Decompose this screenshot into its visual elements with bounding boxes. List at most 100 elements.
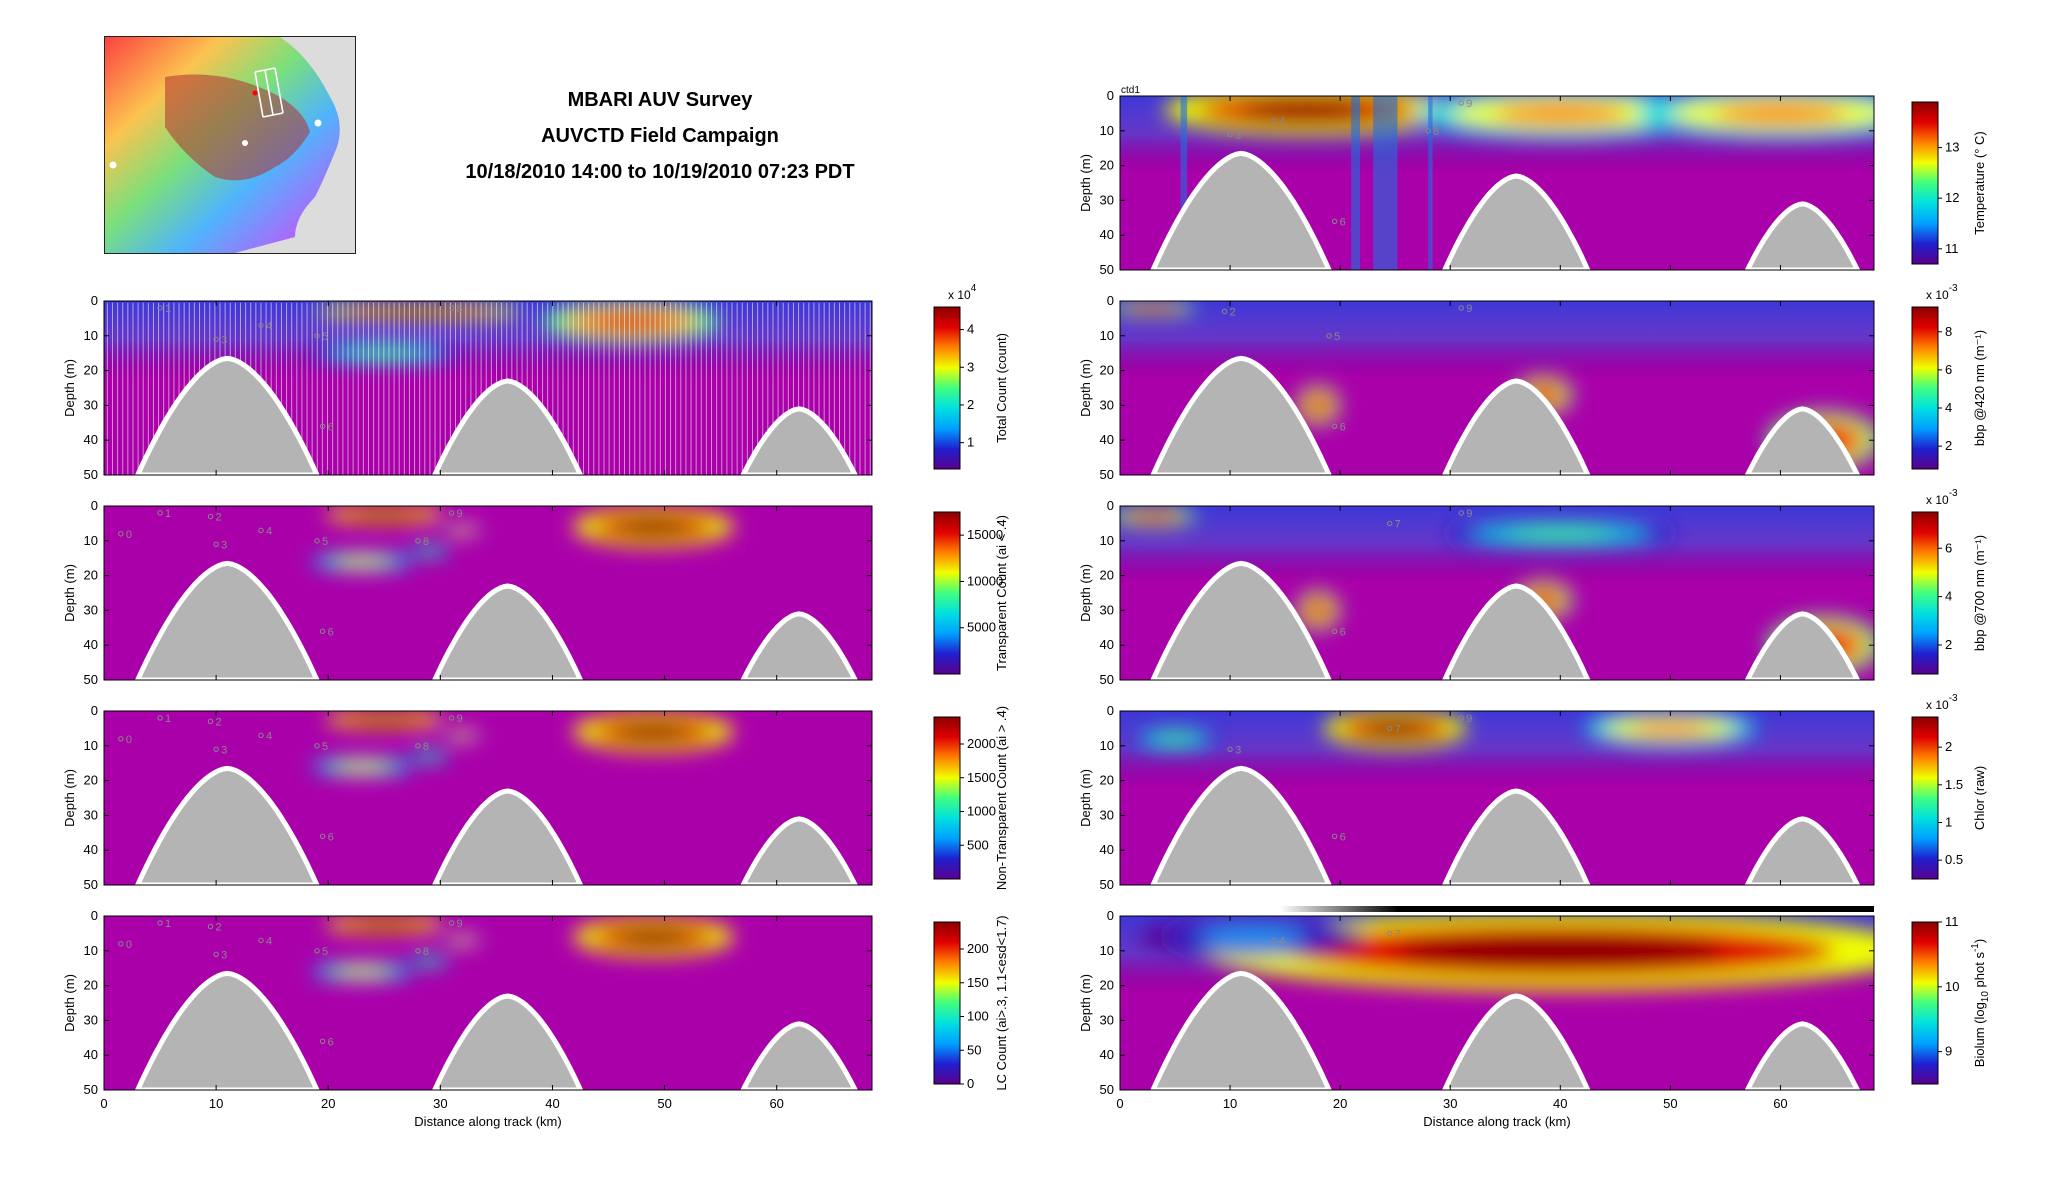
- waypoint-label: 3: [221, 744, 227, 756]
- waypoint-marker: [213, 541, 219, 547]
- y-tick-label: 40: [84, 432, 98, 447]
- temperature-band: [1180, 96, 1188, 270]
- colorbar-tick-label: 2000: [967, 736, 996, 751]
- y-tick-label: 50: [1100, 467, 1114, 482]
- plot-area: [1120, 96, 1874, 270]
- waypoint-label: 9: [1466, 508, 1472, 520]
- colorbar-tick-label: 2: [967, 397, 974, 412]
- colorbar-tick-label: 13: [1945, 140, 1959, 155]
- plot-frame: [103, 505, 873, 681]
- colorbar-tick-label: 1.5: [1945, 777, 1963, 792]
- waypoint-label: 7: [1395, 928, 1401, 940]
- panel-temperature: 3 4 6 8 9 0 10 20 30 40 50 Depth (m) ctd1 11 12 13 Tempe…: [1078, 85, 1987, 277]
- waypoint-marker: [157, 715, 163, 721]
- plot-frame: [1119, 95, 1875, 271]
- waypoint-label: 3: [221, 334, 227, 346]
- colorbar-label: Non-Transparent Count (ai > .4): [994, 706, 1009, 890]
- waypoint-marker: [1221, 308, 1228, 315]
- y-tick-label: 30: [84, 807, 98, 822]
- plot-area: [104, 506, 872, 680]
- waypoint-marker: [319, 628, 326, 634]
- waypoint-label: 6: [328, 831, 334, 843]
- waypoint-label: 8: [423, 536, 429, 548]
- colorbar-tick-label: 0: [967, 1076, 974, 1091]
- feature-core: [1199, 928, 1305, 946]
- seafloor-hill: [432, 788, 583, 885]
- y-tick-label: 30: [1100, 1012, 1114, 1027]
- waypoint-marker: [448, 715, 455, 721]
- waypoint-label: 2: [216, 921, 222, 933]
- y-tick-label: 0: [1107, 293, 1114, 308]
- feature-core: [590, 313, 672, 331]
- waypoint-label: 4: [266, 320, 272, 332]
- waypoint-marker: [258, 732, 264, 739]
- y-axis-label: Depth (m): [1078, 564, 1093, 622]
- colorbar-tick-label: 3: [967, 359, 974, 374]
- colorbar-tick-label: 2: [1945, 739, 1952, 754]
- colorbar-tick-label: 15000: [967, 527, 1003, 542]
- seafloor-hill: [1744, 406, 1860, 475]
- y-tick-label: 40: [84, 1047, 98, 1062]
- feature-core: [357, 715, 412, 724]
- seafloor-hill: [1744, 1021, 1860, 1090]
- feature-core: [1133, 512, 1173, 521]
- waypoint-label: 0: [126, 734, 132, 746]
- y-tick-label: 10: [84, 328, 98, 343]
- waypoint-marker: [157, 920, 163, 926]
- y-tick-label: 20: [84, 773, 98, 788]
- y-axis-label: Depth (m): [1078, 974, 1093, 1032]
- panel-label: ctd1: [1121, 85, 1140, 96]
- colorbar: [1911, 511, 1939, 675]
- y-axis-label: Depth (m): [62, 769, 77, 827]
- y-axis-label: Depth (m): [62, 564, 77, 622]
- colorbar: [1911, 306, 1939, 470]
- y-axis-label: Depth (m): [1078, 769, 1093, 827]
- waypoint-label: 9: [457, 713, 463, 725]
- waypoint-marker: [319, 1038, 326, 1044]
- location-map: [104, 36, 356, 254]
- feature-core: [419, 958, 440, 964]
- plot-area: [104, 301, 872, 475]
- y-tick-label: 20: [1100, 978, 1114, 993]
- colorbar-label: Biolum (log10 phot s-1): [1970, 939, 1991, 1067]
- waypoint-marker: [207, 513, 214, 520]
- colorbar-tick-label: 1500: [967, 770, 996, 785]
- y-tick-label: 20: [1100, 363, 1114, 378]
- colorbar-tick-label: 11: [1945, 914, 1959, 929]
- feature-core: [1155, 734, 1195, 744]
- waypoint-marker: [1458, 305, 1464, 311]
- x-tick-label: 40: [1553, 1096, 1567, 1111]
- seafloor-hill: [432, 583, 583, 680]
- x-tick-label: 0: [1116, 1096, 1123, 1111]
- y-tick-label: 50: [1100, 262, 1114, 277]
- waypoint-marker: [1425, 128, 1431, 134]
- colorbar-tick-label: 11: [1945, 241, 1959, 256]
- waypoint-marker: [448, 920, 455, 926]
- waypoint-label: 6: [1340, 626, 1346, 638]
- waypoint-label: 4: [266, 935, 272, 947]
- colorbar: [933, 306, 961, 470]
- x-axis-label: Distance along track (km): [1423, 1114, 1570, 1129]
- y-tick-label: 0: [91, 498, 98, 513]
- colorbar-tick-label: 8: [1945, 324, 1952, 339]
- data-features: [310, 916, 734, 981]
- waypoint-marker: [258, 322, 264, 329]
- y-tick-label: 30: [1100, 192, 1114, 207]
- waypoint-label: 3: [221, 949, 227, 961]
- feature-core: [1133, 304, 1173, 312]
- figure-title: MBARI AUV Survey AUVCTD Field Campaign 1…: [380, 82, 940, 190]
- waypoint-marker: [1386, 930, 1393, 937]
- colorbar-tick-label: 150: [967, 975, 989, 990]
- waypoint-label: 1: [165, 508, 171, 520]
- waypoint-marker: [314, 743, 320, 749]
- waypoint-marker: [314, 333, 320, 339]
- waypoint-marker: [415, 743, 421, 749]
- y-axis-label: Depth (m): [1078, 154, 1093, 212]
- colorbar-exponent: x 10-3: [1926, 693, 1958, 712]
- waypoint-marker: [1326, 333, 1332, 339]
- x-tick-label: 30: [433, 1096, 447, 1111]
- waypoint-marker: [207, 923, 214, 930]
- y-axis-label: Depth (m): [62, 974, 77, 1032]
